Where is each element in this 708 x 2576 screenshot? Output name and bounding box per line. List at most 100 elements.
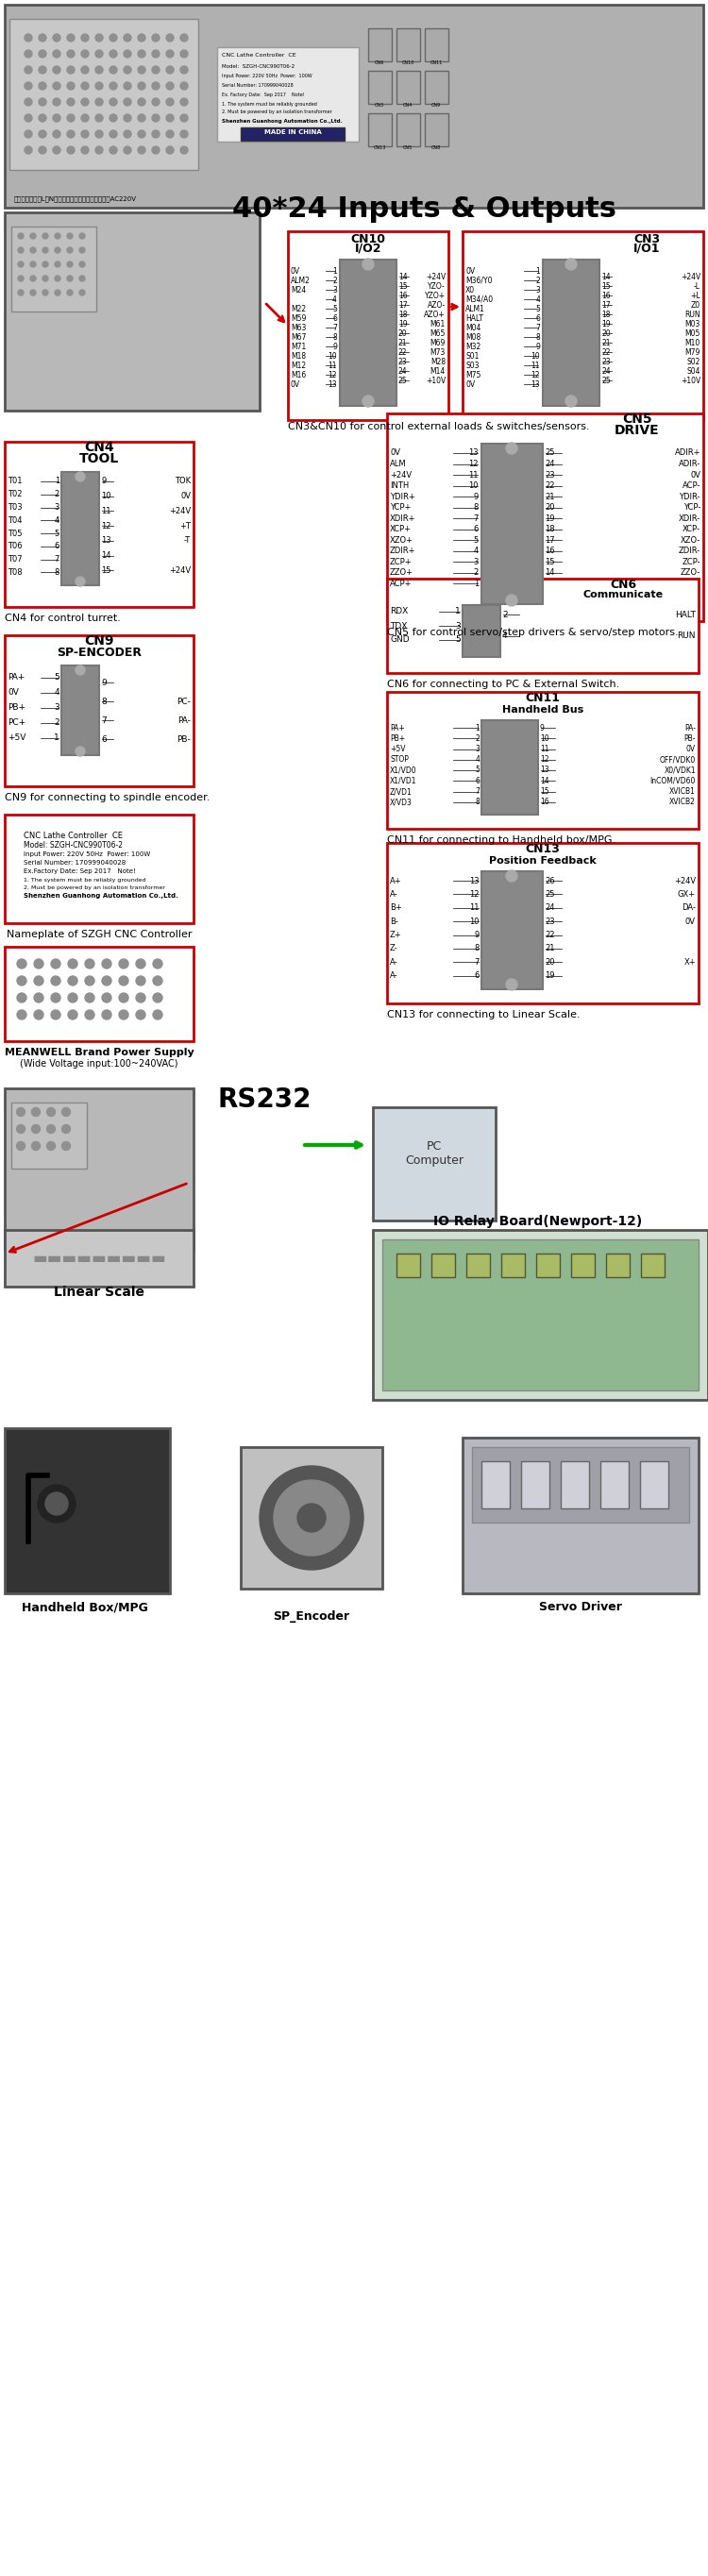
Text: 14: 14: [540, 775, 549, 786]
Text: 1: 1: [54, 734, 59, 742]
Text: A-: A-: [390, 891, 398, 899]
Circle shape: [110, 67, 117, 75]
Circle shape: [51, 1010, 60, 1020]
Circle shape: [18, 276, 23, 281]
Circle shape: [16, 1141, 25, 1151]
Text: Serial Number: 170999040028: Serial Number: 170999040028: [23, 860, 126, 866]
Circle shape: [124, 33, 131, 41]
Text: PB-: PB-: [684, 734, 696, 742]
Circle shape: [76, 747, 85, 757]
Text: 5: 5: [474, 536, 479, 544]
Text: 2. Must be powered by an isolation transformer: 2. Must be powered by an isolation trans…: [222, 111, 332, 113]
Text: ADIR-: ADIR-: [678, 459, 700, 469]
Text: M14: M14: [430, 366, 445, 376]
Text: Communicate: Communicate: [583, 590, 663, 600]
Text: HALT: HALT: [465, 314, 483, 322]
Circle shape: [181, 67, 188, 75]
Circle shape: [124, 67, 131, 75]
Text: 7: 7: [535, 325, 540, 332]
Text: RS232: RS232: [217, 1087, 312, 1113]
Circle shape: [152, 67, 159, 75]
Text: 5: 5: [455, 636, 461, 644]
Text: 24: 24: [399, 366, 408, 376]
Text: HALT: HALT: [675, 611, 696, 618]
Text: 18: 18: [601, 309, 610, 319]
Text: CN13 for connecting to Linear Scale.: CN13 for connecting to Linear Scale.: [387, 1010, 581, 1020]
Bar: [571, 1255, 595, 1278]
Text: 12: 12: [540, 755, 549, 765]
Circle shape: [166, 49, 173, 57]
Text: TOK: TOK: [174, 477, 190, 487]
Text: 1. The system must be reliably grounded: 1. The system must be reliably grounded: [222, 103, 317, 106]
Text: +5V: +5V: [8, 734, 25, 742]
Bar: [396, 113, 420, 147]
Text: +24V: +24V: [390, 471, 412, 479]
Text: 4: 4: [535, 296, 540, 304]
Text: ALM1: ALM1: [465, 304, 485, 312]
Text: CN10: CN10: [350, 234, 386, 245]
Text: DA-: DA-: [682, 904, 696, 912]
Text: +L: +L: [690, 291, 700, 299]
Text: 3: 3: [474, 559, 479, 567]
Text: 1: 1: [333, 268, 337, 276]
Text: 25: 25: [601, 376, 610, 384]
Text: 23: 23: [601, 358, 610, 366]
Text: Z+: Z+: [390, 930, 402, 940]
Circle shape: [124, 147, 131, 155]
Text: 0V: 0V: [685, 917, 696, 925]
Text: 7: 7: [55, 554, 59, 564]
Text: M69: M69: [430, 337, 445, 348]
Circle shape: [53, 98, 60, 106]
Circle shape: [42, 289, 48, 296]
Circle shape: [55, 263, 60, 268]
Text: M65: M65: [430, 330, 445, 337]
Bar: [33, 899, 156, 907]
Text: XVICB2: XVICB2: [670, 799, 696, 806]
Text: M03: M03: [685, 319, 700, 327]
Text: 15: 15: [101, 567, 111, 574]
Text: X0/VDK1: X0/VDK1: [664, 765, 696, 775]
Text: 19: 19: [544, 515, 554, 523]
Circle shape: [81, 82, 88, 90]
Bar: [481, 721, 538, 814]
Text: InCOM/VD60: InCOM/VD60: [650, 775, 696, 786]
Text: 26: 26: [544, 876, 555, 886]
Text: 0V: 0V: [291, 268, 300, 276]
Text: 5: 5: [535, 304, 540, 312]
Text: T01: T01: [8, 477, 22, 487]
Text: M12: M12: [291, 361, 306, 368]
Text: Model:  SZGH-CNC990T06-2: Model: SZGH-CNC990T06-2: [222, 64, 295, 70]
Circle shape: [17, 1010, 26, 1020]
Bar: [373, 1229, 708, 1399]
Bar: [5, 1229, 193, 1285]
Circle shape: [153, 992, 162, 1002]
Circle shape: [76, 577, 85, 587]
Text: M71: M71: [291, 343, 306, 350]
Text: 0V: 0V: [465, 268, 475, 276]
Text: 20: 20: [399, 330, 408, 337]
Circle shape: [81, 98, 88, 106]
Bar: [288, 232, 448, 420]
Bar: [425, 28, 448, 62]
Bar: [11, 227, 96, 312]
Circle shape: [38, 1484, 76, 1522]
Circle shape: [30, 234, 36, 240]
Text: 3: 3: [54, 703, 59, 711]
Bar: [387, 580, 699, 672]
Bar: [472, 1448, 689, 1522]
Circle shape: [55, 247, 60, 252]
Circle shape: [110, 49, 117, 57]
Circle shape: [166, 67, 173, 75]
Text: 4: 4: [474, 546, 479, 556]
Text: 13: 13: [101, 536, 111, 546]
Circle shape: [53, 82, 60, 90]
Circle shape: [260, 1466, 363, 1569]
Text: 24: 24: [544, 904, 554, 912]
Circle shape: [68, 1010, 77, 1020]
Text: XDIR+: XDIR+: [390, 515, 416, 523]
Text: 14: 14: [101, 551, 111, 559]
Text: 5: 5: [333, 304, 337, 312]
Text: (Wide Voltage input:100~240VAC): (Wide Voltage input:100~240VAC): [20, 1059, 178, 1069]
Text: Z0: Z0: [691, 301, 700, 309]
Circle shape: [51, 992, 60, 1002]
